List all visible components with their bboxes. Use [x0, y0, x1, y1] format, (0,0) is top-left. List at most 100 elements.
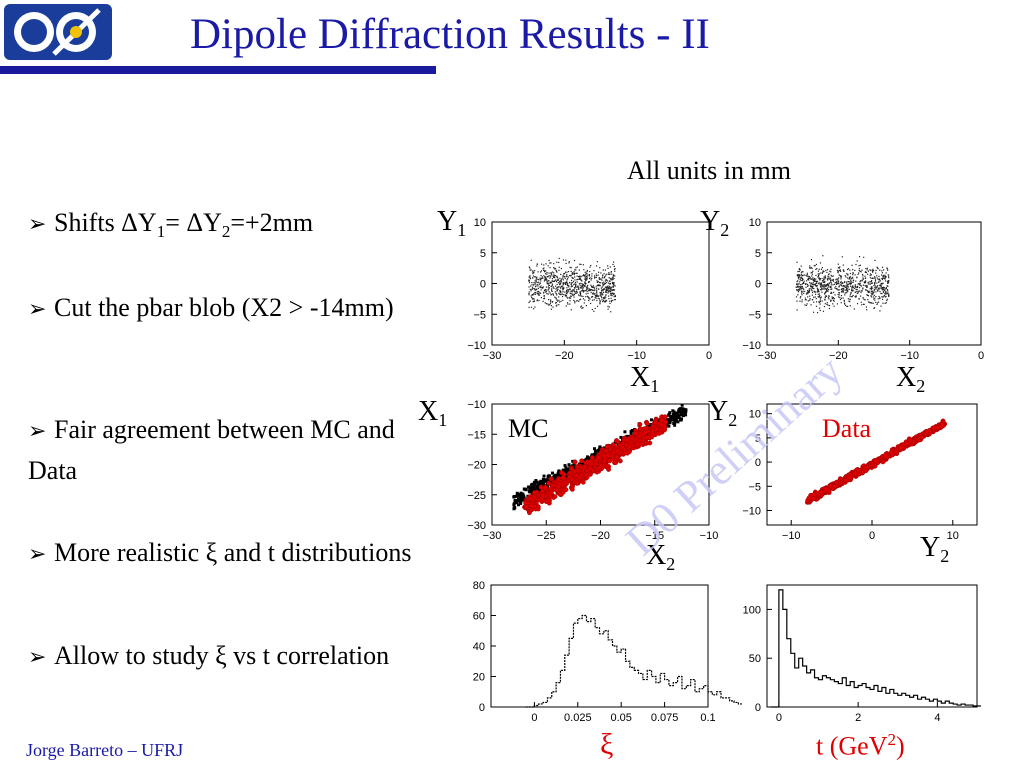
scatter-point — [558, 261, 560, 264]
scatter-point — [592, 285, 594, 287]
scatter-point — [614, 285, 616, 287]
scatter-point — [521, 494, 525, 498]
scatter-point — [602, 275, 604, 277]
scatter-point — [574, 285, 577, 287]
scatter-point — [842, 264, 844, 266]
scatter-point — [809, 284, 811, 286]
scatter-point — [846, 289, 848, 292]
scatter-point — [549, 292, 551, 294]
scatter-point — [855, 286, 857, 289]
scatter-point — [595, 294, 597, 297]
scatter-point — [839, 266, 841, 268]
scatter-point — [857, 273, 859, 275]
scatter-point — [810, 286, 812, 288]
scatter-point — [579, 284, 581, 286]
scatter-point — [584, 290, 586, 292]
scatter-point — [531, 298, 534, 300]
scatter-point — [858, 298, 860, 300]
scatter-point — [612, 299, 614, 301]
scatter-point — [565, 262, 567, 264]
scatter-point — [862, 277, 864, 279]
scatter-point — [877, 301, 880, 303]
scatter-point — [876, 289, 879, 291]
scatter-point — [513, 498, 517, 502]
scatter-point — [797, 278, 800, 280]
scatter-point — [837, 282, 839, 285]
scatter-point — [828, 295, 830, 297]
scatter-point — [864, 282, 867, 284]
scatter-point — [573, 293, 575, 295]
scatter-point — [826, 287, 829, 289]
x-tick-label: −10 — [700, 530, 719, 542]
scatter-point — [571, 291, 573, 293]
scatter-point — [580, 479, 586, 485]
scatter-point — [819, 298, 822, 300]
scatter-point — [834, 281, 836, 284]
scatter-point — [575, 272, 577, 274]
y-tick-label: 10 — [749, 409, 761, 421]
scatter-point — [826, 278, 829, 280]
scatter-point — [838, 277, 840, 279]
scatter-point — [535, 281, 537, 283]
scatter-point — [839, 298, 842, 301]
scatter-point — [533, 299, 535, 301]
scatter-point — [519, 501, 523, 505]
scatter-point — [588, 281, 590, 283]
scatter-point — [823, 281, 825, 283]
scatter-point — [871, 290, 874, 292]
scatter-point — [561, 480, 567, 486]
scatter-point — [870, 281, 872, 283]
scatter-point — [828, 307, 831, 310]
scatter-point — [602, 285, 604, 287]
y-tick-label: −10 — [742, 340, 761, 352]
scatter-point — [591, 293, 594, 295]
scatter-point — [881, 278, 883, 280]
scatter-point — [533, 308, 535, 310]
scatter-point — [566, 283, 569, 285]
scatter-point — [602, 283, 604, 285]
scatter-point — [828, 288, 830, 291]
scatter-point — [814, 280, 816, 282]
scatter-point — [584, 281, 586, 283]
scatter-point — [805, 286, 807, 288]
scatter-point — [640, 439, 646, 445]
scatter-point — [820, 284, 822, 286]
scatter-point — [603, 281, 605, 283]
scatter-point — [808, 279, 810, 281]
scatter-point — [624, 437, 630, 443]
scatter-point — [673, 421, 677, 425]
scatter-point — [867, 295, 870, 297]
scatter-point — [859, 270, 861, 272]
scatter-point — [803, 282, 805, 284]
scatter-point — [543, 294, 545, 297]
x-tick-label: −15 — [645, 530, 664, 542]
y-tick-label: −30 — [467, 520, 486, 532]
scatter-point — [584, 282, 586, 284]
scatter-point — [842, 282, 844, 285]
scatter-point — [540, 289, 542, 291]
scatter-point — [599, 303, 601, 305]
scatter-point — [828, 278, 830, 280]
scatter-point — [883, 295, 885, 297]
scatter-point — [612, 293, 614, 295]
scatter-point — [797, 280, 799, 282]
arrow-bullet-icon: ➢ — [28, 211, 47, 236]
scatter-point — [586, 276, 588, 278]
scatter-point — [830, 284, 832, 286]
scatter-point — [857, 292, 859, 294]
scatter-point — [599, 282, 602, 284]
scatter-point — [595, 273, 597, 275]
scatter-point — [875, 286, 877, 288]
scatter-point — [885, 286, 887, 289]
scatter-point — [867, 299, 869, 301]
mc-label: MC — [508, 414, 549, 443]
scatter-point — [872, 291, 874, 293]
scatter-point — [547, 474, 551, 478]
scatter-point — [826, 279, 829, 281]
scatter-point — [826, 271, 828, 273]
scatter-point — [796, 281, 798, 283]
scatter-point — [560, 267, 562, 270]
xi-axis-label: ξ — [600, 728, 614, 761]
scatter-point — [806, 495, 812, 501]
